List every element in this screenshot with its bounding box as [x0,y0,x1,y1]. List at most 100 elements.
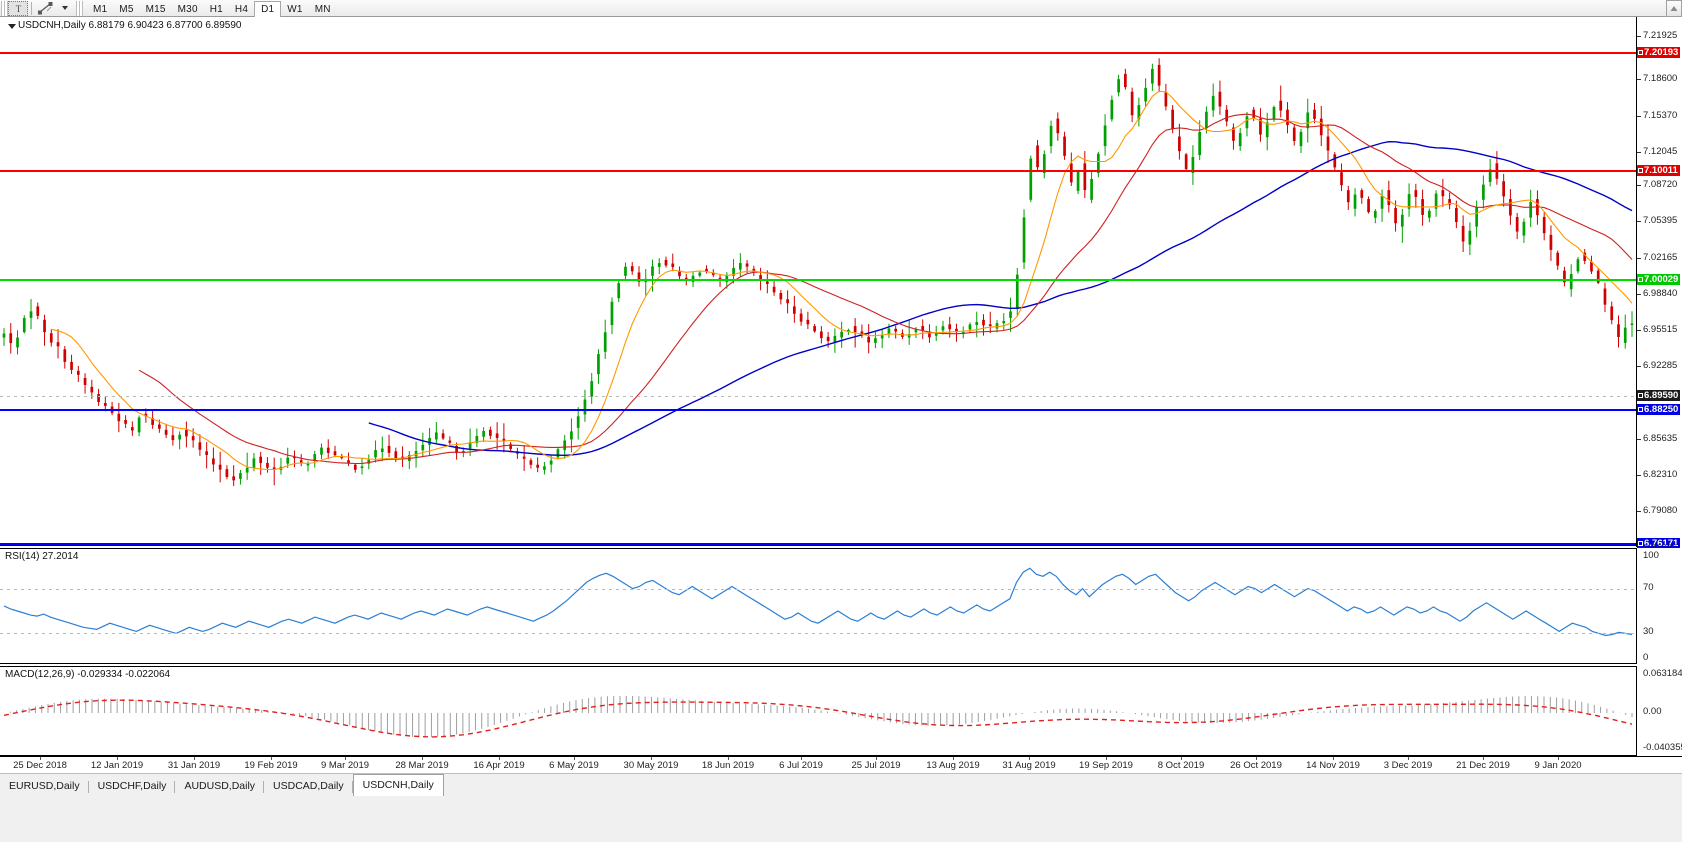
date-label-19-Sep-2019: 19 Sep 2019 [1079,760,1133,771]
rsi-plot [3,567,1633,637]
axis-tickmark [1637,511,1641,512]
toolbar-grip[interactable] [1,0,8,16]
date-label-9-Jan-2020: 9 Jan 2020 [1534,760,1582,771]
toolbar: T M1 M5 M15 M30 H1 H4 D1 W1 MN [0,0,1682,17]
timeframe-m15[interactable]: M15 [145,3,166,15]
scroll-up-button[interactable] [1666,0,1682,17]
price-label-7.12045: 7.12045 [1643,146,1678,157]
date-tickmark [801,757,802,760]
timeframe-m1[interactable]: M1 [93,3,108,15]
chart-area[interactable]: USDCNH,Daily 6.88179 6.90423 6.87700 6.8… [0,17,1682,773]
rsi-axis[interactable]: 100 70 30 0 [1636,548,1682,664]
axis-tickmark [1637,439,1641,440]
date-label-13-Aug-2019: 13 Aug 2019 [926,760,980,771]
current-price-line [0,396,1636,397]
timeframe-d1[interactable]: D1 [254,0,282,17]
chart-header-label: USDCNH,Daily 6.88179 6.90423 6.87700 6.8… [18,20,242,31]
date-tickmark [876,757,877,760]
price-tag-7.10011[interactable]: 7.10011 [1637,165,1680,176]
chart-tabbar: EURUSD,Daily USDCHF,Daily AUDUSD,Daily USDC… [0,773,1682,842]
axis-tickmark [1637,475,1641,476]
date-tickmark [194,757,195,760]
date-label-14-Nov-2019: 14 Nov 2019 [1306,760,1360,771]
price-tag-7.00029[interactable]: 7.00029 [1637,274,1681,285]
level-handle-icon[interactable] [1638,277,1643,282]
date-tickmark [728,757,729,760]
text-tool-icon[interactable]: T [8,0,28,16]
level-handle-icon[interactable] [1638,50,1643,55]
draw-objects-icon[interactable] [35,1,55,16]
date-label-28-Mar-2019: 28 Mar 2019 [395,760,449,771]
timeframe-group-grip[interactable] [76,0,83,16]
timeframe-m5[interactable]: M5 [119,3,134,15]
axis-label-text: 6.76171 [1644,538,1679,549]
axis-tickmark [1637,330,1641,331]
rsi-pane[interactable]: RSI(14) 27.2014 [0,548,1636,664]
axis-label-text: 6.89590 [1644,390,1679,401]
timeframe-mn[interactable]: MN [314,3,331,15]
price-label-7.08720: 7.08720 [1643,179,1678,190]
date-tickmark [1333,757,1334,760]
date-tickmark [1181,757,1182,760]
price-label-7.15370: 7.15370 [1643,110,1678,121]
chevron-down-icon[interactable] [55,1,75,16]
price-pane[interactable]: USDCNH,Daily 6.88179 6.90423 6.87700 6.8… [0,17,1636,546]
timeframe-w1[interactable]: W1 [287,3,303,15]
timeframe-m30[interactable]: M30 [177,3,198,15]
date-tickmark [574,757,575,760]
level-handle-icon[interactable] [1638,541,1643,546]
chart-tab-eurusd[interactable]: EURUSD,Daily [0,777,89,796]
rsi-level-70 [0,589,1636,590]
axis-tickmark [1637,221,1641,222]
macd-pane[interactable]: MACD(12,26,9) -0.029334 -0.022064 [0,666,1636,756]
price-tag-6.88250[interactable]: 6.88250 [1637,404,1681,415]
rsi-title: RSI(14) 27.2014 [5,551,79,562]
date-label-9-Mar-2019: 9 Mar 2019 [320,760,370,771]
timeframe-h4[interactable]: H4 [234,3,249,15]
macd-axis[interactable]: 0.063184 0.00 -0.040355 [1636,666,1682,756]
price-label-6.95515: 6.95515 [1643,324,1678,335]
date-tickmark [422,757,423,760]
date-tickmark [1106,757,1107,760]
price-label-6.98840: 6.98840 [1643,288,1678,299]
date-label-25-Dec-2018: 25 Dec 2018 [13,760,67,771]
chart-tab-usdcad[interactable]: USDCAD,Daily [264,777,353,796]
price-tag-6.76171[interactable]: 6.76171 [1637,538,1681,549]
price-axis[interactable]: 7.21925 7.20193 7.18600 7.15370 7.12045 7.100… [1636,17,1682,663]
chart-tab-usdchf[interactable]: USDCHF,Daily [89,777,176,796]
svg-text:T: T [15,4,21,14]
date-tickmark [1558,757,1559,760]
rsi-label-30: 30 [1643,626,1654,637]
timeframe-h1[interactable]: H1 [209,3,223,15]
date-tickmark [651,757,652,760]
date-tickmark [117,757,118,760]
date-tickmark [1483,757,1484,760]
date-label-26-Oct-2019: 26 Oct 2019 [1230,760,1282,771]
macd-title: MACD(12,26,9) -0.029334 -0.022064 [5,669,171,680]
price-tag-6.89590[interactable]: 6.89590 [1637,390,1681,401]
date-tickmark [1408,757,1409,760]
price-label-7.02165: 7.02165 [1643,252,1678,263]
level-handle-icon[interactable] [1638,393,1643,398]
axis-label-text: 7.00029 [1644,274,1679,285]
axis-tickmark [1637,366,1641,367]
symbol-collapse-icon[interactable] [8,24,16,29]
price-label-6.79080: 6.79080 [1643,505,1678,516]
axis-tickmark [1637,294,1641,295]
date-label-12-Jan-2019: 12 Jan 2019 [90,760,144,771]
axis-tickmark [1637,185,1641,186]
date-label-31-Aug-2019: 31 Aug 2019 [1002,760,1056,771]
level-handle-icon[interactable] [1638,168,1643,173]
level-handle-icon[interactable] [1638,407,1643,412]
date-axis[interactable]: 25 Dec 2018 12 Jan 2019 31 Jan 2019 19 Feb … [0,756,1682,773]
date-label-19-Feb-2019: 19 Feb 2019 [244,760,298,771]
date-tickmark [271,757,272,760]
price-tag-7.20193[interactable]: 7.20193 [1637,47,1681,58]
rsi-label-0: 0 [1643,652,1649,663]
chart-tab-usdcnh[interactable]: USDCNH,Daily [352,774,444,796]
macd-label-0.00: 0.00 [1643,706,1662,717]
rsi-label-70: 70 [1643,582,1654,593]
price-label-7.18600: 7.18600 [1643,73,1678,84]
date-label-18-Jun-2019: 18 Jun 2019 [701,760,755,771]
chart-tab-audusd[interactable]: AUDUSD,Daily [175,777,264,796]
